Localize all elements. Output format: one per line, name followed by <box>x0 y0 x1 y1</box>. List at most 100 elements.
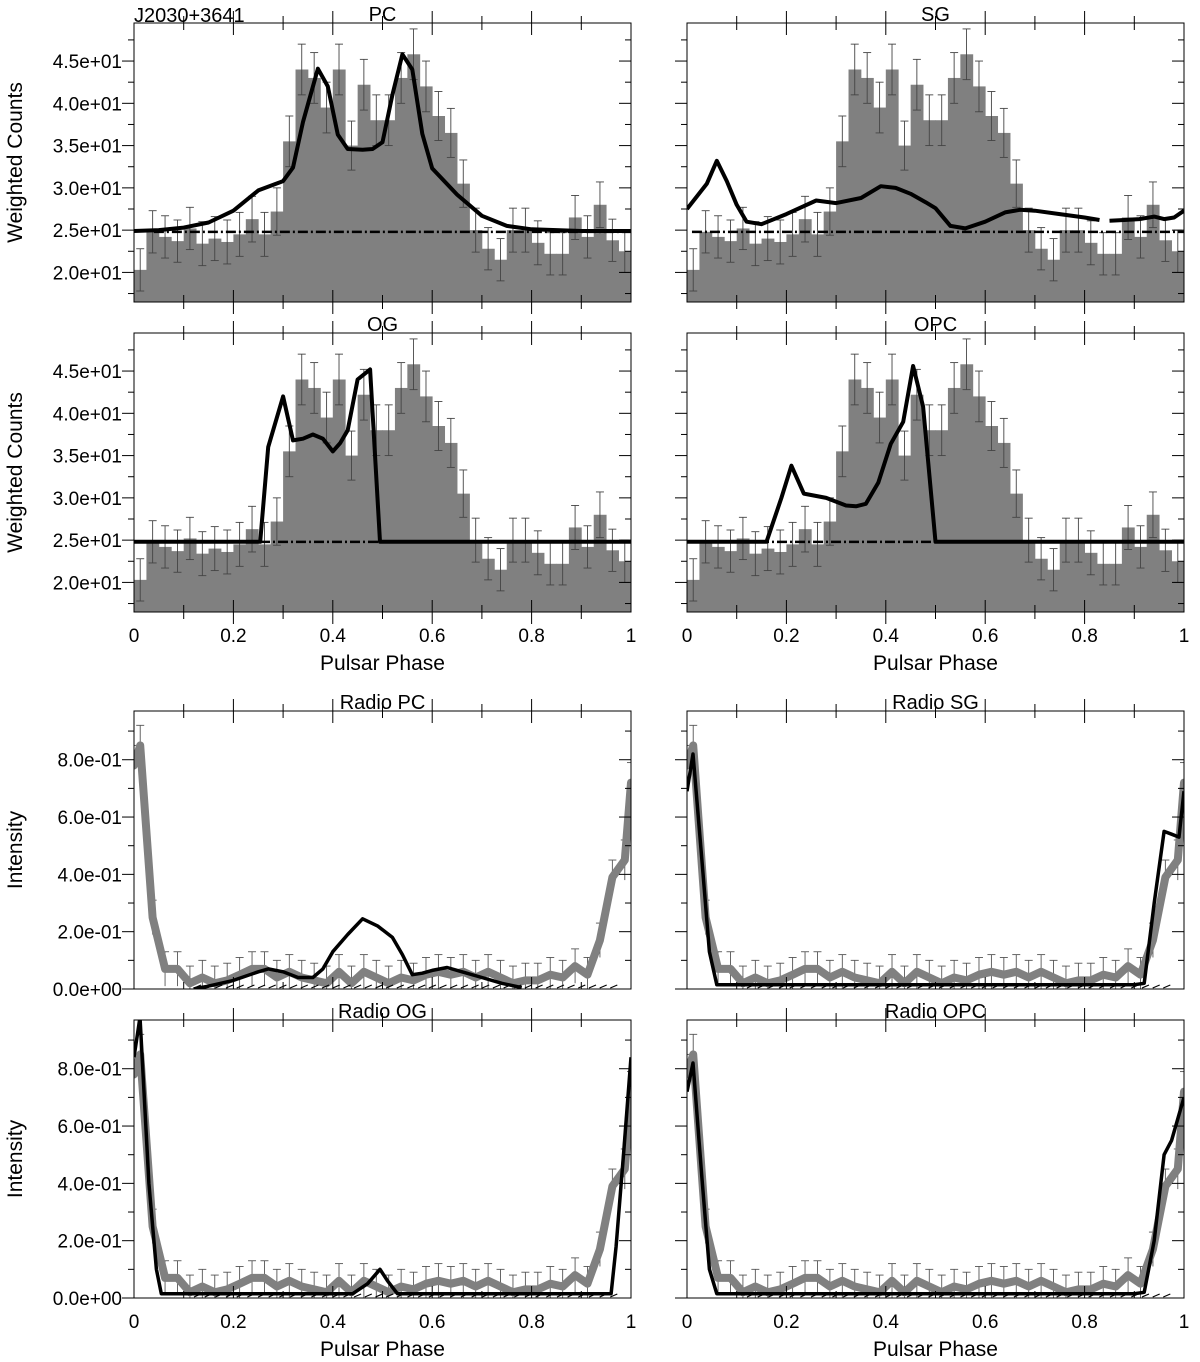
x-tick-label: 0 <box>129 626 140 647</box>
histogram-bar <box>345 145 359 302</box>
histogram-bar <box>444 132 458 302</box>
histogram-bar <box>320 107 334 302</box>
histogram-bar <box>568 527 582 612</box>
histogram-bar <box>823 211 837 302</box>
histogram-bar <box>736 538 750 612</box>
histogram-bar <box>1121 217 1135 302</box>
y-tick-label: 0.0e+00 <box>53 1289 122 1310</box>
x-tick-label: 1 <box>1179 1312 1190 1333</box>
histogram-bar <box>811 544 825 612</box>
histogram-bar <box>923 430 936 612</box>
histogram-bar <box>258 234 272 302</box>
y-tick-label: 2.5e+01 <box>53 531 122 552</box>
gamma-og-title: OG <box>367 314 398 336</box>
histogram-bar <box>773 241 787 302</box>
histogram-bar <box>146 231 160 302</box>
x-axis-label: Pulsar Phase <box>320 1338 445 1361</box>
histogram-bar <box>544 563 557 612</box>
gamma-og-panel: 0 0.2 0.4 0.6 0.8 1 Pulsar Phase 2.0e+01 2.5e+01… <box>4 314 636 675</box>
y-tick-label: 0.0e+00 <box>53 980 122 1001</box>
histogram-bar <box>220 241 234 302</box>
histogram-bar <box>1134 236 1148 302</box>
histogram-bar <box>457 493 470 612</box>
histogram-bar <box>960 54 974 302</box>
histogram-bar <box>910 394 924 612</box>
y-tick-label: 2.0e+01 <box>53 573 122 594</box>
x-tick-label: 0.4 <box>320 1312 347 1333</box>
y-tick-label: 4.0e-01 <box>58 1174 122 1195</box>
gamma-pc-panel: 2.0e+01 2.5e+01 3.0e+01 3.5e+01 4.0e+01 4.5e+… <box>4 4 632 314</box>
x-axis-label: Pulsar Phase <box>320 652 445 675</box>
y-tick-label: 8.0e-01 <box>58 751 122 772</box>
histogram-bar <box>581 236 595 302</box>
x-tick-label: 1 <box>1179 626 1190 647</box>
histogram-bar <box>556 563 570 612</box>
histogram-bar <box>1010 493 1023 612</box>
histogram-bar <box>295 379 309 612</box>
histogram-bar <box>531 552 545 612</box>
y-tick-label: 6.0e-01 <box>58 808 122 829</box>
histogram-bar <box>798 529 812 612</box>
gamma-sg-panel: SG <box>675 4 1185 314</box>
x-tick-label: 0.6 <box>419 626 445 647</box>
x-tick-label: 0.6 <box>972 626 998 647</box>
histogram-bar <box>1171 251 1184 302</box>
histogram-bar <box>836 141 849 302</box>
histogram-bar <box>394 387 408 612</box>
histogram-bar <box>923 120 936 302</box>
histogram-bar <box>798 219 812 302</box>
histogram-bar <box>1109 563 1123 612</box>
histogram-bar <box>836 451 849 612</box>
histogram-bar <box>1109 253 1123 302</box>
histogram-bar <box>146 541 160 612</box>
x-tick-label: 0.4 <box>320 626 347 647</box>
x-tick-label: 0.2 <box>220 626 246 647</box>
y-tick-label: 3.0e+01 <box>53 179 122 200</box>
histogram-bar <box>469 540 483 612</box>
radio-pc-panel: 0.0e+00 2.0e-01 4.0e-01 6.0e-01 8.0e-01 Inten… <box>4 692 632 1001</box>
y-tick-label: 2.5e+01 <box>53 221 122 242</box>
histogram-bar <box>606 550 619 612</box>
histogram-bar <box>1097 253 1110 302</box>
radio-opc-title: Radio OPC <box>885 1001 986 1023</box>
histogram-bar <box>196 243 209 302</box>
histogram-bar <box>208 548 222 612</box>
radio-og-title: Radio OG <box>338 1001 427 1023</box>
y-axis-label: Weighted Counts <box>4 82 27 243</box>
histogram-bar <box>158 236 172 302</box>
x-tick-label: 0.8 <box>518 626 544 647</box>
x-tick-label: 0.8 <box>1071 626 1097 647</box>
histogram-bar <box>370 430 383 612</box>
histogram-bar <box>220 551 234 612</box>
histogram-bar <box>1171 561 1184 612</box>
histogram-bar <box>786 544 800 612</box>
y-tick-label: 4.0e+01 <box>53 404 122 425</box>
y-tick-label: 3.5e+01 <box>53 137 122 158</box>
histogram-bar <box>307 387 321 612</box>
radio-sg-panel: Radio SG <box>675 692 1185 990</box>
histogram-bar <box>1084 242 1098 302</box>
x-axis-label: Pulsar Phase <box>873 652 998 675</box>
histogram-bar <box>1084 552 1098 612</box>
histogram-bar <box>1146 204 1160 302</box>
histogram-bar <box>407 364 421 612</box>
histogram-bar <box>761 238 775 302</box>
gamma-sg-data <box>687 28 1184 302</box>
histogram-bar <box>724 551 738 612</box>
histogram-bar <box>382 120 396 302</box>
histogram-bar <box>370 120 383 302</box>
model-radio-profile <box>193 917 523 989</box>
histogram-bar <box>736 228 750 302</box>
y-tick-label: 3.5e+01 <box>53 447 122 468</box>
histogram-bar <box>761 548 775 612</box>
gamma-opc-panel: 0 0.2 0.4 0.6 0.8 1 Pulsar Phase OPC <box>675 314 1189 675</box>
histogram-bar <box>419 396 433 612</box>
y-tick-label: 4.5e+01 <box>53 362 122 383</box>
histogram-bar <box>568 217 582 302</box>
histogram-bar <box>724 241 738 302</box>
histogram-bar <box>233 234 247 302</box>
histogram-bar <box>158 546 172 612</box>
histogram-bar <box>357 394 371 612</box>
histogram-bar <box>332 69 346 302</box>
